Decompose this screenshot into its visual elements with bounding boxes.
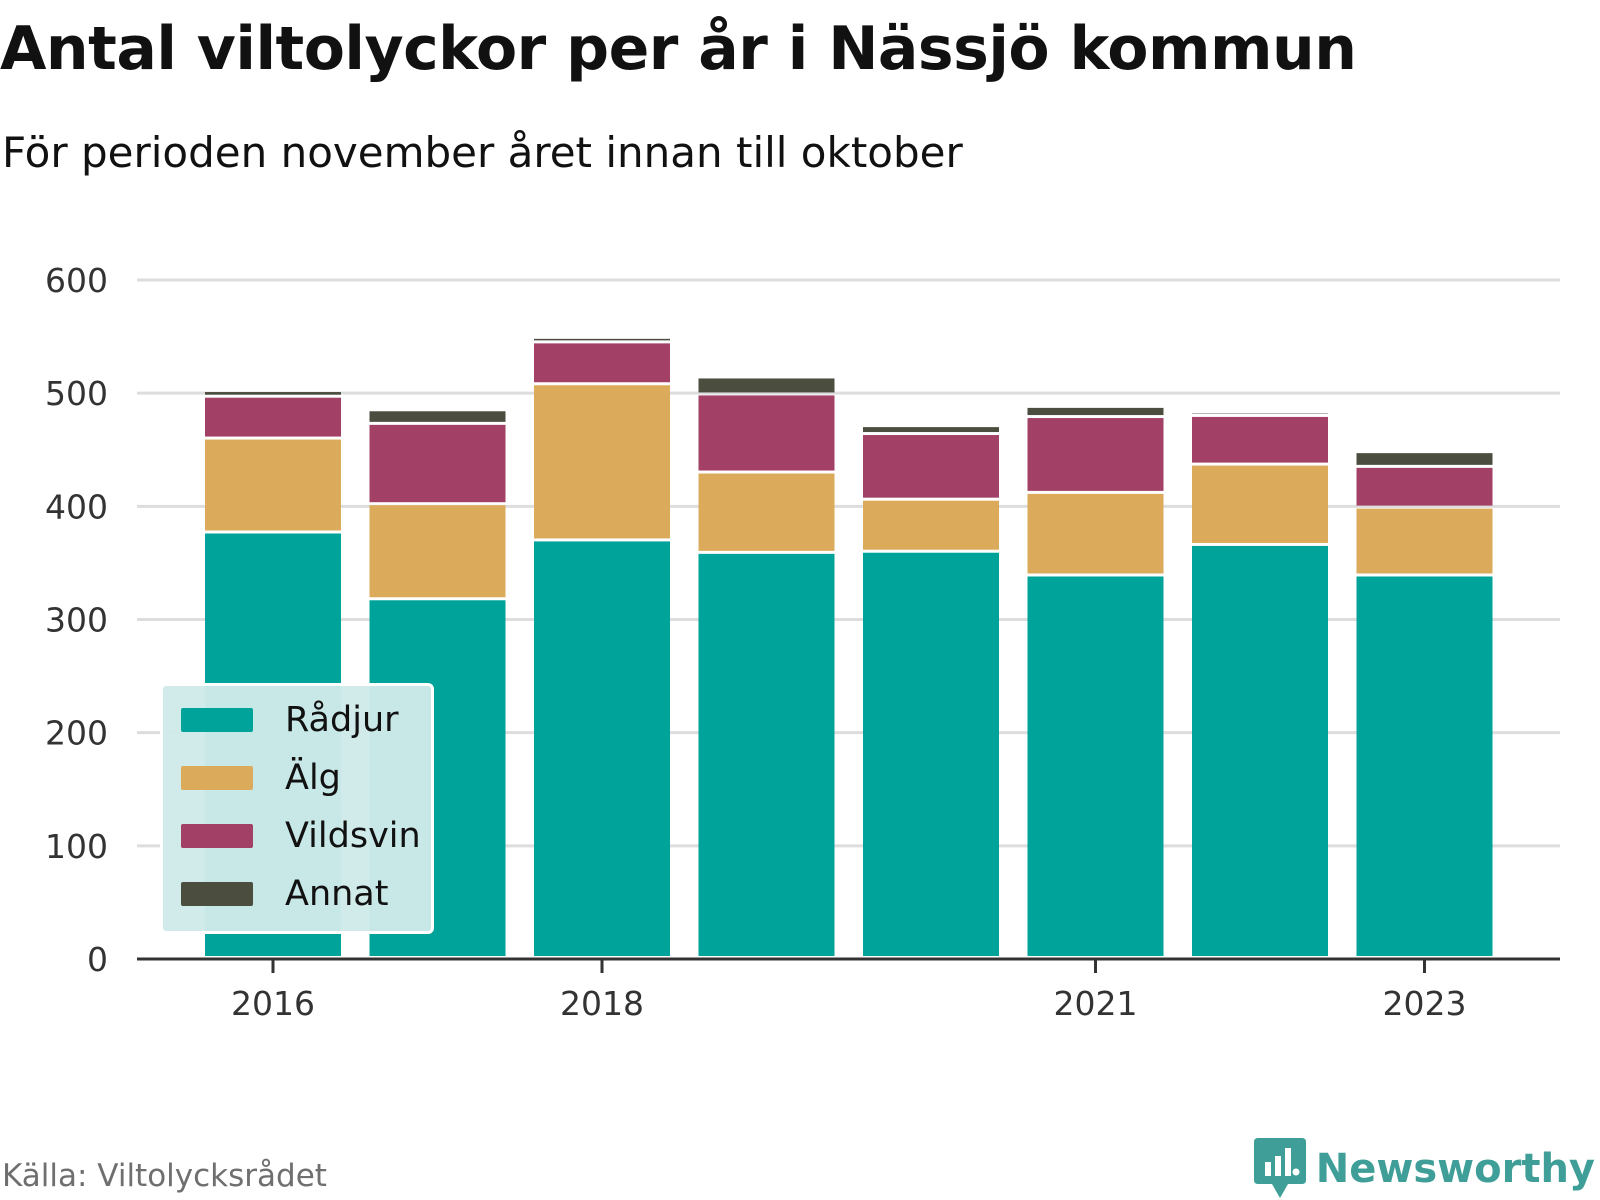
brand-name: Newsworthy [1315, 1146, 1595, 1192]
legend-swatch-annat [181, 882, 253, 906]
legend-label-annat: Annat [285, 874, 389, 914]
stacked-bar-chart: 0 100 200 300 400 500 600 2016 2018 2021 2023 [45, 261, 1560, 1023]
bar-segment [369, 505, 506, 598]
y-tick-label: 0 [87, 940, 108, 979]
bar-segment [863, 500, 999, 550]
bar-segment [534, 541, 670, 956]
y-tick-label: 300 [45, 601, 108, 640]
x-tick-label: 2016 [231, 984, 315, 1023]
bar-segment [1356, 576, 1493, 956]
bar-segment [1027, 407, 1164, 416]
newsworthy-logo: Newsworthy [1253, 1138, 1595, 1200]
source-note: Källa: Viltolycksrådet [2, 1158, 327, 1194]
bar-segment [205, 439, 341, 531]
chart-subtitle: För perioden november året innan till ok… [2, 128, 963, 177]
bar-segment [1192, 465, 1328, 543]
legend-swatch-alg [181, 766, 253, 790]
chart-title: Antal viltolyckor per år i Nässjö kommun [0, 14, 1357, 84]
bar-segment [863, 435, 999, 498]
bar-segment [534, 338, 670, 341]
bar-segment [863, 552, 999, 956]
y-tick-label: 200 [45, 714, 108, 753]
bar-segment [205, 392, 341, 395]
y-tick-label: 400 [45, 487, 108, 526]
x-tick-label: 2021 [1054, 984, 1138, 1023]
bar-segment [1356, 508, 1493, 574]
bar-segment [205, 397, 341, 437]
bar-segment [1192, 545, 1328, 956]
legend-label-vildsvin: Vildsvin [285, 816, 421, 856]
bar-segment [698, 553, 835, 956]
bar-segment [369, 424, 506, 503]
legend-label-alg: Älg [285, 758, 341, 798]
bar-segment [1356, 453, 1493, 465]
legend-swatch-vildsvin [181, 824, 253, 848]
x-tick-label: 2018 [560, 984, 644, 1023]
legend-swatch-radjur [181, 708, 253, 732]
bar-segment [534, 343, 670, 383]
y-tick-label: 100 [45, 827, 108, 866]
legend-item-vildsvin: Vildsvin [181, 808, 421, 864]
y-tick-label: 600 [45, 261, 108, 300]
bar-segment [1027, 418, 1164, 491]
y-tick-label: 500 [45, 374, 108, 413]
bar-segment [698, 395, 835, 471]
chart-legend: Rådjur Älg Vildsvin Annat [160, 683, 434, 934]
bar-segment [1356, 467, 1493, 506]
bar-segment [863, 427, 999, 433]
legend-label-radjur: Rådjur [285, 700, 399, 740]
newsworthy-icon [1253, 1138, 1306, 1198]
bar-segment [698, 378, 835, 393]
legend-item-radjur: Rådjur [181, 692, 399, 748]
bar-segment [1027, 493, 1164, 574]
bar-segment [534, 385, 670, 539]
legend-item-annat: Annat [181, 866, 388, 922]
bar-segment [369, 411, 506, 422]
legend-item-alg: Älg [181, 750, 341, 806]
bar-segment [1192, 416, 1328, 463]
bar-segment [698, 473, 835, 551]
x-tick-label: 2023 [1383, 984, 1467, 1023]
bar-segment [1027, 576, 1164, 956]
